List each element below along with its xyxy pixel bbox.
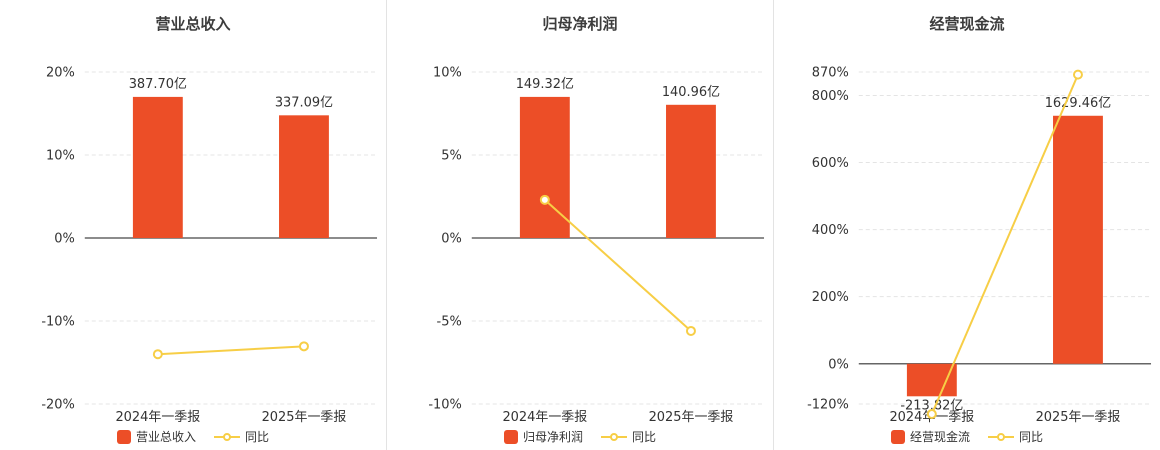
- bar-value-label-0: 387.70亿: [129, 77, 187, 92]
- yoy-marker-1: [298, 341, 309, 352]
- bar-value-label-1: 140.96亿: [662, 85, 720, 100]
- bar-value-label-0: -213.82亿: [900, 398, 963, 413]
- legend-item-yoy-line[interactable]: 同比: [988, 428, 1043, 445]
- yoy-marker-0: [539, 194, 550, 205]
- yoy-marker-0: [152, 349, 163, 360]
- y-tick-label: 0%: [441, 231, 462, 246]
- legend-label-yoy: 同比: [632, 430, 657, 444]
- bar-0: [132, 96, 183, 239]
- bar-value-label-1: 1629.46亿: [1045, 96, 1112, 111]
- y-tick-label: -20%: [41, 397, 74, 412]
- legend-net-profit: 归母净利润 同比: [387, 428, 773, 445]
- x-axis-label-1: 2025年一季报: [1036, 410, 1121, 425]
- y-tick-label: 870%: [812, 65, 849, 80]
- y-tick-label: 5%: [441, 148, 462, 163]
- yoy-line: [157, 345, 305, 356]
- y-tick-label: 800%: [812, 89, 849, 104]
- bar-0: [906, 363, 957, 397]
- chart-panel-operating-revenue: 营业总收入 20% 10% 0% -10% -20% 387.70亿 2024年一季报 337…: [0, 0, 386, 450]
- legend-item-yoy-line[interactable]: 同比: [601, 428, 656, 445]
- x-axis-label-0: 2024年一季报: [502, 410, 587, 425]
- y-tick-label: 200%: [812, 290, 849, 305]
- bar-value-label-1: 337.09亿: [275, 95, 333, 110]
- bar-series-swatch: [116, 429, 131, 444]
- y-tick-label: 0%: [54, 231, 75, 246]
- yoy-line: [544, 199, 692, 332]
- yoy-line-swatch-dot: [610, 432, 618, 441]
- legend-label-bar-series: 归母净利润: [522, 430, 583, 444]
- y-tick-label: -5%: [437, 314, 462, 329]
- legend-item-bar-series[interactable]: 归母净利润: [503, 428, 583, 445]
- legend-item-bar-series[interactable]: 营业总收入: [116, 428, 196, 445]
- yoy-line-swatch-dot: [997, 432, 1005, 441]
- chart-title-operating-revenue: 营业总收入: [155, 15, 231, 33]
- yoy-line-swatch: [214, 432, 240, 442]
- bar-series-swatch: [503, 429, 518, 444]
- y-tick-label: 10%: [46, 148, 75, 163]
- y-tick-label: 10%: [433, 65, 462, 80]
- legend-operating-revenue: 营业总收入 同比: [0, 428, 386, 445]
- yoy-marker-1: [1072, 69, 1083, 80]
- chart-panel-net-profit: 归母净利润 10% 5% 0% -5% -10% 149.32亿 2024年一季报 140.9…: [386, 0, 773, 450]
- y-tick-label: -10%: [428, 397, 461, 412]
- legend-label-bar-series: 经营现金流: [909, 430, 970, 444]
- operating-revenue-chart: 20% 10% 0% -10% -20% 387.70亿 2024年一季报 337.09亿 20…: [41, 65, 378, 425]
- y-tick-label: 400%: [812, 223, 849, 238]
- y-tick-label: 20%: [46, 65, 75, 80]
- yoy-marker-1: [685, 325, 696, 336]
- bar-1: [1053, 115, 1103, 364]
- yoy-marker-0: [926, 409, 937, 420]
- y-tick-label: 600%: [812, 156, 849, 171]
- chart-title-operating-cash-flow: 经营现金流: [929, 15, 1005, 33]
- bar-1: [279, 115, 329, 238]
- chart-title-net-profit: 归母净利润: [542, 15, 618, 33]
- net-profit-chart: 10% 5% 0% -5% -10% 149.32亿 2024年一季报 140.96亿 2025…: [428, 65, 765, 425]
- y-tick-label: 0%: [828, 357, 849, 372]
- yoy-line: [930, 74, 1079, 415]
- x-axis-label-1: 2025年一季报: [649, 410, 734, 425]
- bar-1: [666, 104, 716, 239]
- x-axis-label-1: 2025年一季报: [262, 410, 347, 425]
- legend-item-bar-series[interactable]: 经营现金流: [890, 428, 970, 445]
- legend-item-yoy-line[interactable]: 同比: [214, 428, 269, 445]
- yoy-line-swatch: [601, 432, 627, 442]
- yoy-line-swatch: [988, 432, 1014, 442]
- operating-cash-flow-chart: 870%800%600%400%200%0%-120%-213.82亿2024年…: [807, 65, 1152, 425]
- bar-0: [519, 96, 570, 239]
- chart-panel-operating-cash-flow: 经营现金流 870% 800% 600% 400% 200% 0% -120% -213.82…: [773, 0, 1160, 450]
- legend-label-yoy: 同比: [245, 430, 270, 444]
- y-tick-label: -10%: [41, 314, 74, 329]
- legend-label-bar-series: 营业总收入: [135, 430, 196, 444]
- bar-value-label-0: 149.32亿: [516, 77, 574, 92]
- x-axis-label-0: 2024年一季报: [115, 410, 200, 425]
- y-tick-label: -120%: [807, 397, 849, 412]
- legend-label-yoy: 同比: [1019, 430, 1044, 444]
- legend-operating-cash-flow: 经营现金流 同比: [774, 428, 1160, 445]
- yoy-line-swatch-dot: [223, 432, 231, 441]
- bar-series-swatch: [890, 429, 905, 444]
